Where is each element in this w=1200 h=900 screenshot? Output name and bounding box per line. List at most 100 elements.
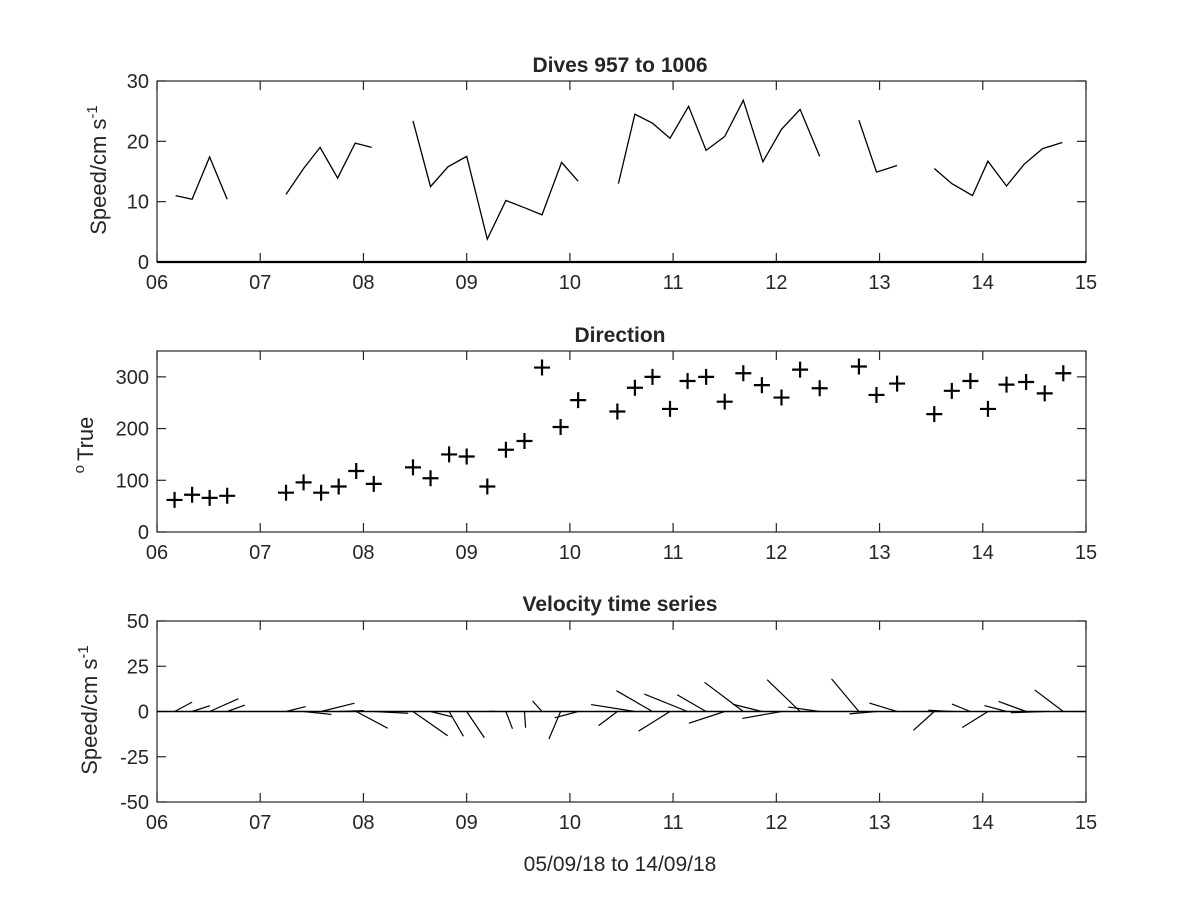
velocity-chart-title: Velocity time series xyxy=(523,593,718,616)
velocity-stick xyxy=(554,710,579,719)
direction-marker xyxy=(735,365,752,382)
speed-series-segment xyxy=(617,98,821,184)
speed-x-tick-label: 09 xyxy=(456,272,478,294)
velocity-y-axis-label: Speed/cm s-1 xyxy=(75,645,102,775)
velocity-stick xyxy=(998,700,1027,713)
velocity-stick xyxy=(320,702,355,713)
velocity-stick xyxy=(448,711,464,737)
direction-marker xyxy=(365,475,382,492)
velocity-stick xyxy=(913,711,935,731)
velocity-y-tick-label: -50 xyxy=(120,792,149,814)
direction-chart-title: Direction xyxy=(574,324,665,347)
velocity-y-tick-label: 0 xyxy=(138,702,149,724)
direction-marker xyxy=(626,379,643,396)
direction-marker xyxy=(441,446,458,463)
velocity-x-tick-label: 14 xyxy=(972,812,994,834)
velocity-stick xyxy=(548,711,562,740)
direction-y-tick-label: 0 xyxy=(138,522,149,544)
velocity-stick xyxy=(174,701,193,713)
velocity-x-axis-label: 05/09/18 to 14/09/18 xyxy=(524,853,717,876)
direction-marker xyxy=(792,361,809,378)
speed-series-segment xyxy=(933,141,1063,197)
velocity-stick xyxy=(704,681,744,712)
direction-marker xyxy=(850,358,867,375)
velocity-x-tick-label: 08 xyxy=(352,812,374,834)
velocity-x-tick-label: 11 xyxy=(663,812,684,834)
velocity-stick xyxy=(598,711,618,727)
direction-x-tick-label: 06 xyxy=(146,542,168,564)
direction-marker xyxy=(295,474,312,491)
direction-marker xyxy=(313,484,330,501)
direction-y-axis-label-main: True xyxy=(73,417,98,461)
velocity-stick xyxy=(226,704,246,713)
velocity-x-tick-label: 09 xyxy=(456,812,478,834)
speed-y-tick-label: 20 xyxy=(127,131,149,153)
speed-chart-title: Dives 957 to 1006 xyxy=(532,54,707,77)
direction-x-tick-label: 08 xyxy=(352,542,374,564)
speed-y-axis-label-main: Speed/cm s xyxy=(86,119,111,235)
direction-marker xyxy=(1036,385,1053,402)
speed-y-tick-label: 30 xyxy=(127,71,149,93)
direction-x-tick-label: 11 xyxy=(663,542,684,564)
direction-marker xyxy=(644,368,661,385)
direction-marker xyxy=(201,489,218,506)
velocity-x-tick-label: 10 xyxy=(559,812,581,834)
velocity-stick xyxy=(638,710,671,732)
velocity-y-tick-label: 25 xyxy=(127,656,149,678)
velocity-y-axis-label-exponent: -1 xyxy=(75,645,92,658)
direction-y-axis-label-degree: o xyxy=(71,465,88,473)
speed-y-axis-label: Speed/cm s-1 xyxy=(84,105,111,235)
velocity-stick xyxy=(788,706,820,713)
direction-y-tick-label: 100 xyxy=(116,470,149,492)
direction-marker xyxy=(458,448,475,465)
direction-marker xyxy=(516,432,533,449)
speed-x-tick-label: 15 xyxy=(1075,272,1097,294)
speed-x-tick-label: 12 xyxy=(765,272,787,294)
velocity-stick xyxy=(412,711,449,737)
direction-marker xyxy=(773,389,790,406)
speed-x-tick-label: 10 xyxy=(559,272,581,294)
direction-marker xyxy=(998,376,1015,393)
speed-series-segment xyxy=(858,119,898,173)
velocity-stick xyxy=(285,706,306,713)
direction-marker xyxy=(184,486,201,503)
direction-marker xyxy=(753,377,770,394)
speed-series-segment xyxy=(285,142,372,195)
direction-marker xyxy=(570,392,587,409)
direction-marker xyxy=(1018,374,1035,391)
direction-marker xyxy=(662,400,679,417)
speed-y-tick-label: 0 xyxy=(138,252,149,274)
speed-panel: Dives 957 to 1006 Speed/cm s-1 06 07 08 09 1… xyxy=(84,54,1097,294)
speed-x-tick-label: 07 xyxy=(249,272,271,294)
direction-x-tick-label: 12 xyxy=(765,542,787,564)
direction-x-tick-label: 15 xyxy=(1075,542,1097,564)
direction-marker xyxy=(926,406,943,423)
direction-marker xyxy=(698,368,715,385)
velocity-stick xyxy=(766,679,801,712)
velocity-stick xyxy=(961,710,989,729)
velocity-x-tick-label: 15 xyxy=(1075,812,1097,834)
direction-marker xyxy=(422,470,439,487)
speed-y-tick-label: 10 xyxy=(127,192,149,214)
velocity-stick xyxy=(951,703,971,713)
direction-marker xyxy=(404,459,421,476)
speed-plot-area: 06 07 08 09 10 11 12 13 14 15 0 10 20 30 xyxy=(127,71,1097,294)
direction-marker xyxy=(943,382,960,399)
velocity-y-tick-label: -25 xyxy=(120,747,149,769)
direction-marker xyxy=(609,403,626,420)
direction-x-tick-label: 14 xyxy=(972,542,994,564)
velocity-stick xyxy=(523,711,527,728)
direction-y-tick-label: 300 xyxy=(116,367,149,389)
direction-axes-box xyxy=(156,350,1087,533)
direction-y-axis-label: o True xyxy=(71,417,98,474)
velocity-stick xyxy=(505,711,514,729)
velocity-panel: Velocity time series Speed/cm s-1 05/09/… xyxy=(75,593,1097,876)
direction-marker xyxy=(166,491,183,508)
speed-y-axis-label-exponent: -1 xyxy=(84,105,101,118)
velocity-x-tick-label: 07 xyxy=(249,812,271,834)
speed-series-segment xyxy=(412,120,579,242)
velocity-plot-area: 06 07 08 09 10 11 12 13 14 15 -50 -25 0 25 50 xyxy=(120,611,1097,834)
direction-marker xyxy=(979,400,996,417)
